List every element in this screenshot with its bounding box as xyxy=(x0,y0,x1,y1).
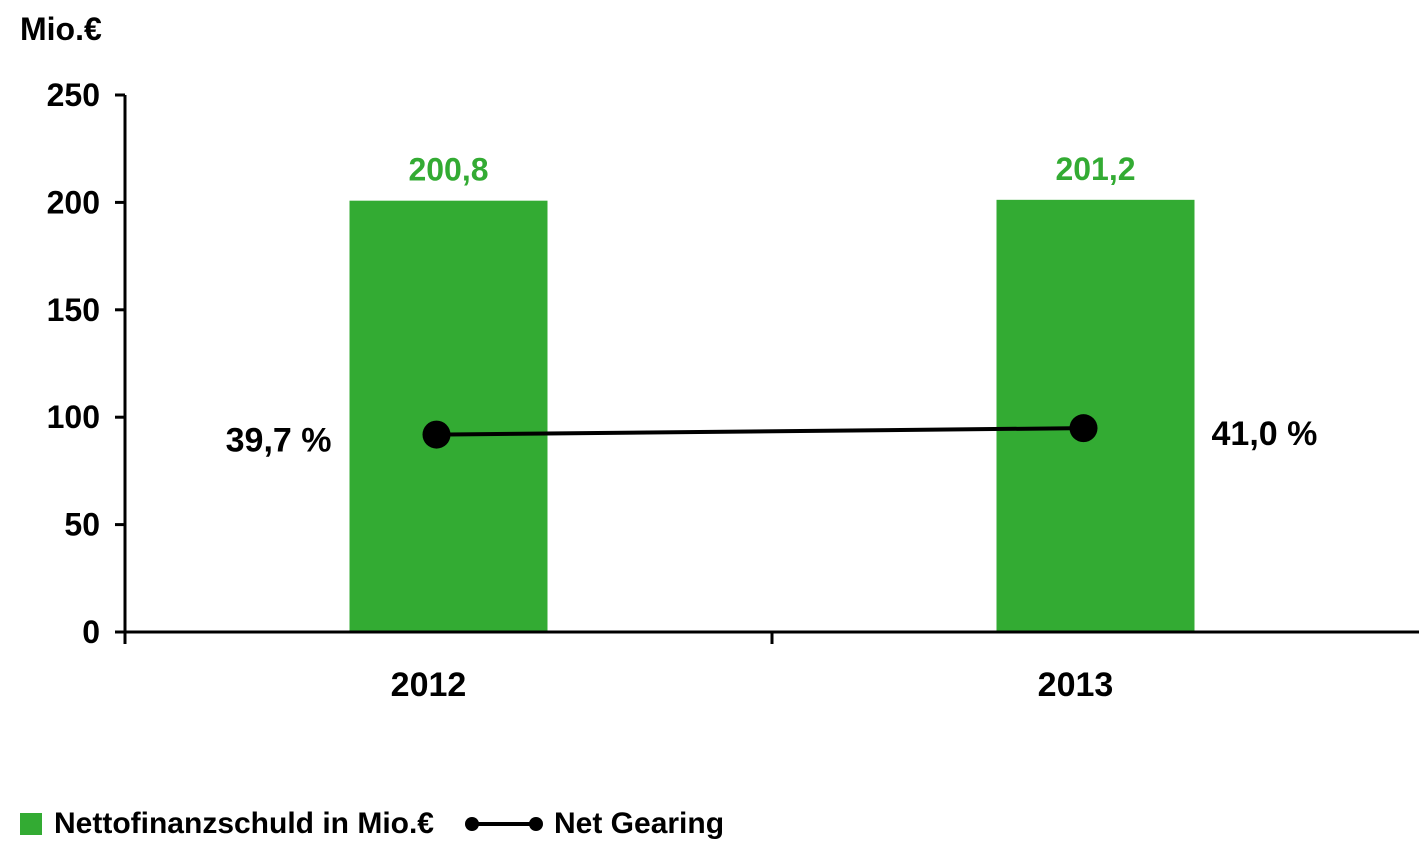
line-point xyxy=(422,420,451,449)
line-series: 39,7 % 41,0 % xyxy=(226,414,1318,460)
y-tick-label: 250 xyxy=(47,77,100,113)
x-axis-labels: 2012 2013 xyxy=(391,666,1114,704)
chart: Mio.€ 0 50 100 150 200 250 200,8 201,2 39,7 % 4… xyxy=(20,11,1419,704)
y-axis-ticks: 0 50 100 150 200 250 xyxy=(47,77,125,650)
legend-item-line: Net Gearing xyxy=(434,807,724,841)
bar-data-label: 201,2 xyxy=(1055,151,1135,187)
x-tick-label: 2013 xyxy=(1038,666,1114,704)
y-tick-label: 200 xyxy=(47,184,100,220)
legend-line-icon xyxy=(465,817,543,831)
y-tick-label: 100 xyxy=(47,399,100,435)
bar-series: 200,8 201,2 xyxy=(349,151,1195,633)
line-path xyxy=(436,426,1084,437)
line-point xyxy=(1069,414,1098,443)
line-data-label: 41,0 % xyxy=(1212,415,1318,453)
legend-item-bar: Nettofinanzschuld in Mio.€ xyxy=(20,807,434,841)
axes xyxy=(123,95,1419,644)
legend-line-label: Net Gearing xyxy=(554,807,725,840)
bar xyxy=(996,199,1195,633)
legend: Nettofinanzschuld in Mio.€ Net Gearing xyxy=(20,804,724,844)
bar xyxy=(349,200,548,633)
y-tick-label: 50 xyxy=(64,507,100,543)
y-tick-label: 0 xyxy=(82,614,100,650)
y-tick-label: 150 xyxy=(47,292,100,328)
legend-bar-swatch xyxy=(20,813,42,835)
x-tick-label: 2012 xyxy=(391,666,467,704)
line-data-label: 39,7 % xyxy=(226,422,332,460)
legend-bar-label: Nettofinanzschuld in Mio.€ xyxy=(54,807,434,840)
bar-data-label: 200,8 xyxy=(408,152,488,188)
y-axis-unit-label: Mio.€ xyxy=(20,11,102,47)
